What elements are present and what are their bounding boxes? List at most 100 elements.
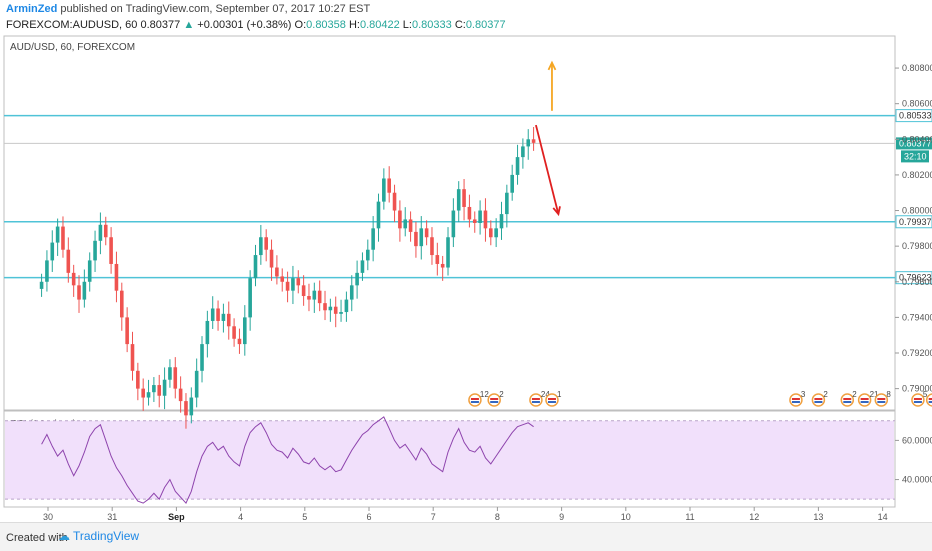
flag-stripe [928, 401, 932, 403]
arrows-group[interactable] [535, 60, 561, 217]
event-count-label: 2 [852, 390, 857, 399]
time-axis[interactable]: 30 31 Sep 4 5 6 7 8 9 10 11 12 13 14 [43, 507, 888, 522]
price-tick-label: 0.80600 [902, 99, 932, 109]
price-axis[interactable]: 0.80800 0.80600 0.80400 0.80200 0.80000 0.798… [895, 63, 932, 485]
publish-info: published on TradingView.com, September … [60, 3, 371, 15]
time-tick-label: 30 [43, 512, 53, 522]
candle-body [173, 367, 178, 389]
candle-body [168, 367, 172, 380]
change-up-icon: ▲ [183, 19, 195, 31]
candle-body [408, 219, 413, 232]
countdown-tag [901, 150, 929, 163]
current-price-label: 0.80377 [899, 138, 932, 148]
candle-body [285, 281, 290, 291]
flag-stripe [860, 398, 869, 400]
candle-body [494, 228, 498, 238]
time-tick-label: 8 [495, 512, 500, 522]
candle-body [478, 210, 482, 223]
time-tick-label: 7 [431, 512, 436, 522]
author-link[interactable]: ArminZed [6, 3, 58, 15]
candle-body [194, 370, 199, 398]
rsi-band-fill [5, 420, 894, 500]
time-tick-label: 31 [107, 512, 117, 522]
time-tick-label: 9 [559, 512, 564, 522]
candle-body [66, 249, 71, 273]
tradingview-brand-link[interactable]: ☁ TradingView [58, 529, 139, 543]
horizontal-lines-group[interactable]: 0.80533 0.79937 0.79623 0.80377 32:10 [4, 109, 932, 285]
chart-canvas[interactable]: AUD/USD, 60, FOREXCOM RSI (14, close) 0.… [0, 0, 932, 522]
flag-stripe [860, 401, 869, 403]
candle-body [45, 260, 49, 282]
flag-stripe [547, 398, 556, 400]
flag-stripe [877, 401, 886, 403]
candle-body [205, 320, 210, 345]
event-markers-group[interactable]: 12224132221852 [468, 390, 932, 407]
candle-body [275, 267, 279, 277]
countdown-label: 32:10 [904, 151, 927, 161]
candle-body [328, 306, 333, 311]
time-tick-label: 6 [366, 512, 371, 522]
rsi-band-group [5, 420, 895, 500]
candle-body [141, 388, 145, 398]
candle-body [323, 303, 327, 311]
flag-stripe [547, 401, 556, 403]
candle-body [339, 312, 343, 314]
candle-body [526, 139, 531, 147]
candle-body [55, 226, 60, 243]
brand-name: TradingView [73, 529, 140, 543]
candle-body [130, 344, 135, 371]
down-arrow-line [535, 124, 560, 215]
close-label: C: [454, 19, 466, 31]
candle-body [200, 344, 204, 371]
candle-body [152, 385, 156, 393]
candle-body [253, 255, 258, 279]
flag-stripe [928, 398, 932, 400]
candle-body [93, 240, 97, 261]
main-pane[interactable] [3, 35, 896, 411]
candle-body [467, 206, 472, 220]
candle-body [237, 338, 242, 345]
event-count-label: 8 [886, 390, 891, 399]
low-value: 0.80333 [411, 19, 452, 31]
candle-body [109, 237, 113, 264]
candle-body [136, 370, 140, 389]
flag-stripe [791, 398, 800, 400]
candles-group [39, 127, 536, 429]
candle-body [360, 260, 365, 273]
time-tick-label: Sep [168, 512, 185, 522]
candle-body [333, 306, 338, 314]
candle-body [210, 308, 215, 321]
candle-body [50, 242, 55, 261]
candle-body [189, 397, 194, 416]
high-value: 0.80422 [359, 19, 400, 31]
flag-stripe [490, 398, 499, 400]
open-value: 0.80358 [306, 19, 346, 31]
time-tick-label: 11 [685, 512, 694, 522]
candle-body [515, 157, 520, 175]
candle-body [440, 263, 445, 268]
candle-body [505, 192, 509, 215]
candle-body [157, 385, 162, 396]
candle-body [301, 285, 306, 297]
candle-body [296, 278, 301, 286]
open-label: O: [294, 19, 307, 31]
event-count-label: 5 [923, 390, 928, 399]
price-tick-label: 0.79800 [902, 241, 932, 251]
event-count-label: 3 [801, 390, 806, 399]
flag-stripe [913, 398, 922, 400]
rsi-line [41, 416, 534, 504]
price-tick-label: 0.80800 [902, 63, 932, 73]
flag-stripe [791, 401, 800, 403]
candle-body [355, 272, 359, 286]
flag-stripe [877, 398, 886, 400]
candle-body [216, 308, 220, 321]
last-price: 0.80377 [140, 19, 181, 31]
candle-body [264, 237, 268, 250]
candle-body [39, 281, 44, 289]
candle-body [456, 189, 461, 211]
time-tick-label: 4 [238, 512, 243, 522]
flag-stripe [490, 401, 499, 403]
candle-body [221, 313, 226, 321]
level-price-label: 0.80533 [899, 111, 932, 121]
event-count-label: 24 [541, 390, 550, 399]
